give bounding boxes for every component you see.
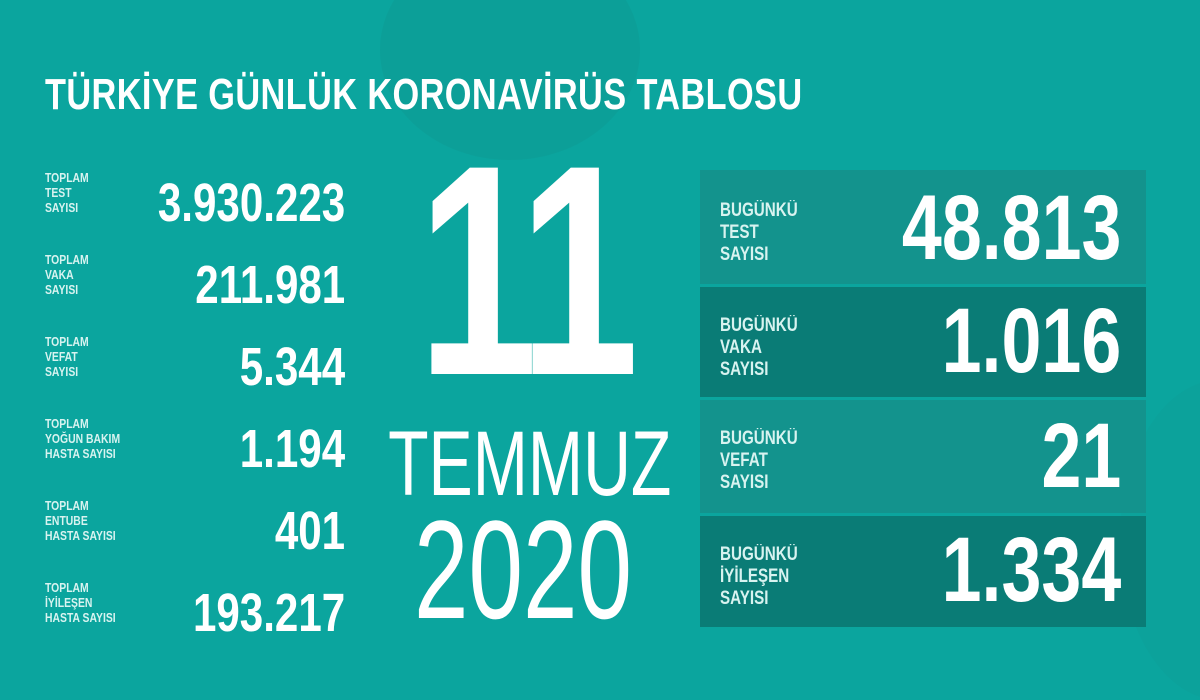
total-cases-label: TOPLAM VAKA SAYISI (45, 252, 89, 297)
today-cases: BUGÜNKÜ VAKA SAYISI 1.016 (700, 287, 1146, 397)
total-test: TOPLAM TEST SAYISI 3.930.223 (45, 170, 345, 240)
total-icu-value: 1.194 (239, 419, 345, 479)
total-deaths-label: TOPLAM VEFAT SAYISI (45, 334, 89, 379)
total-cases-value: 211.981 (195, 255, 345, 315)
today-deaths-value: 21 (1041, 405, 1121, 507)
today-test-label: BUGÜNKÜ TEST SAYISI (720, 200, 798, 265)
total-intubated: TOPLAM ENTUBE HASTA SAYISI 401 (45, 498, 345, 568)
total-cases: TOPLAM VAKA SAYISI 211.981 (45, 252, 345, 322)
today-cases-label: BUGÜNKÜ VAKA SAYISI (720, 315, 798, 380)
total-test-label: TOPLAM TEST SAYISI (45, 170, 89, 215)
date-year: 2020 (413, 491, 633, 648)
total-intubated-value: 401 (274, 501, 345, 561)
total-icu: TOPLAM YOĞUN BAKIM HASTA SAYISI 1.194 (45, 416, 345, 486)
total-recovered: TOPLAM İYİLEŞEN HASTA SAYISI 193.217 (45, 580, 345, 650)
today-recovered-label: BUGÜNKÜ İYİLEŞEN SAYISI (720, 544, 798, 609)
total-recovered-value: 193.217 (192, 583, 345, 643)
today-test-value: 48.813 (901, 177, 1121, 279)
date-month: TEMMUZ (388, 413, 672, 515)
page-title: TÜRKİYE GÜNLÜK KORONAVİRÜS TABLOSU (45, 70, 803, 119)
today-recovered-value: 1.334 (941, 519, 1121, 621)
date-day: 11 (417, 102, 639, 438)
total-test-value: 3.930.223 (157, 173, 345, 233)
today-recovered: BUGÜNKÜ İYİLEŞEN SAYISI 1.334 (700, 516, 1146, 627)
today-deaths: BUGÜNKÜ VEFAT SAYISI 21 (700, 400, 1146, 513)
today-deaths-label: BUGÜNKÜ VEFAT SAYISI (720, 428, 798, 493)
today-test: BUGÜNKÜ TEST SAYISI 48.813 (700, 170, 1146, 284)
total-deaths: TOPLAM VEFAT SAYISI 5.344 (45, 334, 345, 404)
total-intubated-label: TOPLAM ENTUBE HASTA SAYISI (45, 498, 116, 543)
total-deaths-value: 5.344 (239, 337, 345, 397)
total-icu-label: TOPLAM YOĞUN BAKIM HASTA SAYISI (45, 416, 121, 461)
total-recovered-label: TOPLAM İYİLEŞEN HASTA SAYISI (45, 580, 116, 625)
today-cases-value: 1.016 (941, 290, 1121, 392)
